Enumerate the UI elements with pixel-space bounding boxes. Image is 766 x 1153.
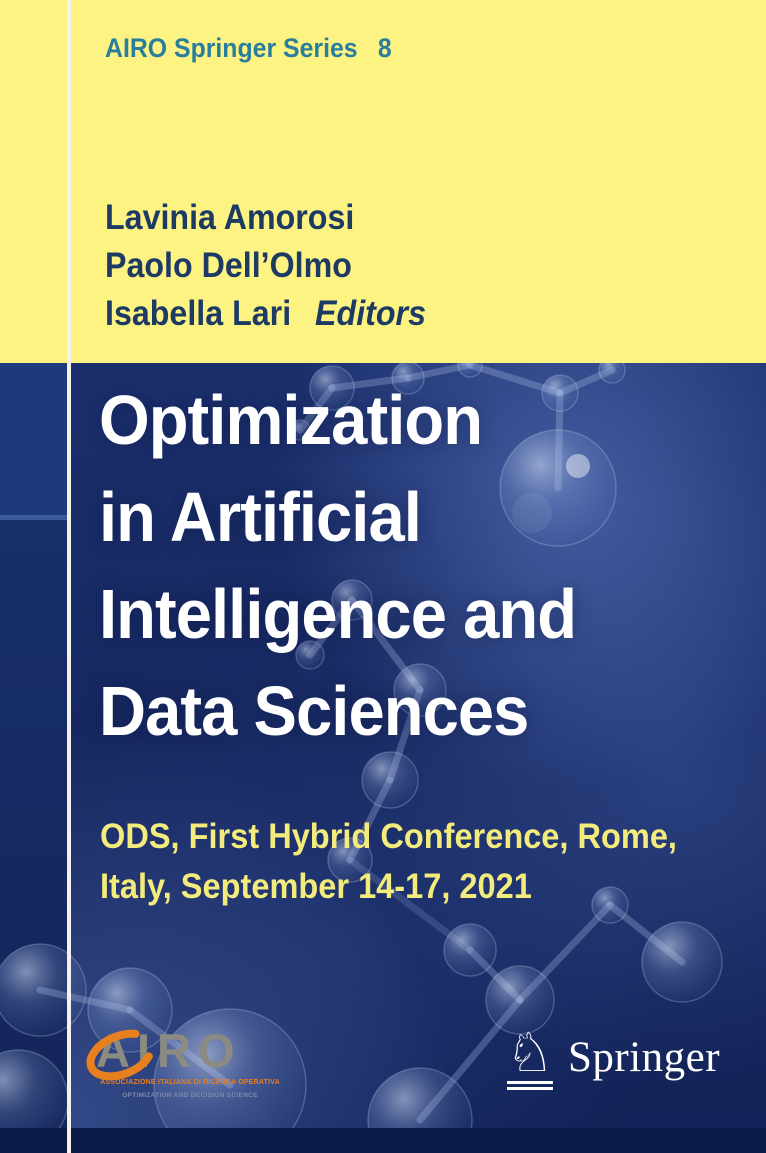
series-volume: 8 xyxy=(377,33,392,63)
springer-logo: ♘ Springer xyxy=(502,1026,721,1090)
spine-divider-line xyxy=(67,0,71,1153)
airo-tagline-secondary: OPTIMIZATION AND DECISION SCIENCE xyxy=(122,1092,258,1099)
title-line: Data Sciences xyxy=(99,672,529,750)
title-line: in Artificial xyxy=(99,478,422,556)
title-line: Intelligence and xyxy=(99,575,577,653)
title-line: Optimization xyxy=(99,381,483,459)
bottom-bar xyxy=(0,1128,766,1153)
subtitle-line: Italy, September 14-17, 2021 xyxy=(100,867,532,906)
editors-block: Lavinia Amorosi Paolo Dell’Olmo Isabella… xyxy=(105,194,426,338)
spine-strip-lower xyxy=(0,520,67,1153)
airo-swoosh-icon xyxy=(86,1029,156,1081)
editor-name: Isabella Lari xyxy=(105,294,292,333)
book-title: Optimization in Artificial Intelligence … xyxy=(99,372,577,760)
springer-wordmark: Springer xyxy=(568,1034,721,1081)
editor-name: Paolo Dell’Olmo xyxy=(105,246,352,285)
springer-horse-icon: ♘ xyxy=(502,1026,558,1090)
editor-name: Lavinia Amorosi xyxy=(105,198,355,237)
subtitle-line: ODS, First Hybrid Conference, Rome, xyxy=(100,817,677,856)
airo-logo: AIRO ASSOCIAZIONE ITALIANA DI RICERCA OP… xyxy=(86,1027,290,1099)
molecule-artwork xyxy=(0,363,723,1128)
book-subtitle: ODS, First Hybrid Conference, Rome, Ital… xyxy=(100,812,677,912)
series-label: AIRO Springer Series xyxy=(105,33,358,63)
editor-line: Isabella Lari Editors xyxy=(105,290,426,338)
series-line: AIRO Springer Series 8 xyxy=(105,33,392,64)
airo-tagline-primary: ASSOCIAZIONE ITALIANA DI RICERCA OPERATI… xyxy=(100,1079,280,1086)
spine-strip xyxy=(0,363,67,520)
editors-role-label: Editors xyxy=(315,294,426,333)
